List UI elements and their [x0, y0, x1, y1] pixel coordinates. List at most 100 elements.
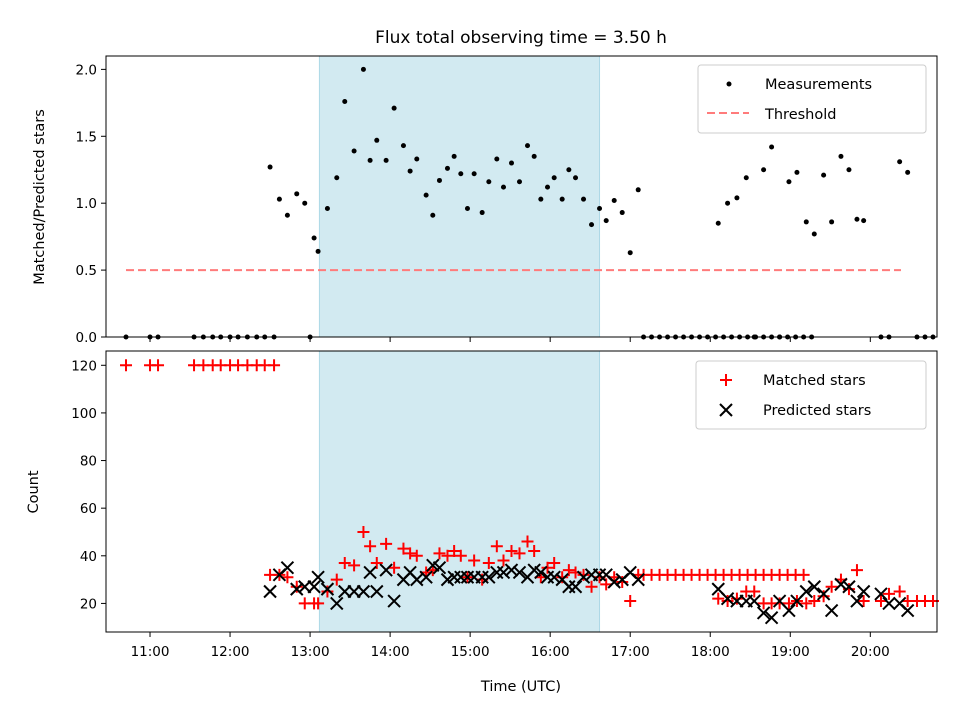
predicted-star-marker	[834, 577, 848, 592]
matched-star-marker	[370, 556, 383, 569]
predicted-star-marker	[311, 570, 325, 584]
legend-measurements-label: Measurements	[765, 77, 872, 93]
predicted-star-marker	[631, 572, 645, 587]
predicted-star-marker	[280, 560, 295, 575]
matched-star-marker	[585, 580, 598, 593]
top-y-tick-label: 0.5	[76, 263, 97, 279]
x-tick-label: 17:00	[611, 644, 650, 660]
predicted-star-marker	[856, 584, 871, 599]
predicted-star-marker	[504, 563, 519, 577]
legend-measurements-marker	[726, 81, 732, 87]
bottom-legend-box	[695, 360, 927, 430]
bottom-y-ticks: 20 40 60 80 100 120	[71, 358, 106, 612]
bottom-y-tick-label: 60	[80, 501, 97, 517]
measurement-point	[383, 157, 389, 163]
matched-star-marker	[748, 585, 761, 598]
predicted-star-marker	[850, 594, 864, 608]
matched-star-marker	[730, 592, 743, 605]
predicted-star-marker	[807, 580, 821, 594]
matched-star-marker	[364, 540, 377, 553]
matched-star-marker	[290, 580, 303, 593]
matched-star-marker	[562, 564, 575, 577]
predicted-star-marker	[747, 594, 761, 608]
predicted-star-marker	[370, 584, 384, 599]
matched-stars-layer	[120, 359, 939, 610]
matched-star-marker	[882, 587, 895, 600]
matched-star-marker	[577, 568, 590, 581]
bottom-y-tick-label: 40	[80, 549, 97, 565]
predicted-star-marker	[816, 587, 831, 601]
predicted-star-marker	[882, 596, 896, 611]
measurement-point	[471, 171, 477, 177]
legend-matched-marker	[720, 374, 732, 386]
matched-star-marker	[312, 597, 325, 610]
observing-window-shade	[318, 55, 601, 338]
predicted-star-marker	[363, 565, 377, 580]
matched-star-marker	[268, 359, 281, 372]
matched-star-marker	[441, 549, 454, 562]
matched-star-marker	[330, 573, 343, 586]
matched-star-marker	[797, 568, 810, 581]
matched-star-marker	[782, 597, 795, 610]
top-legend: Measurements Threshold	[697, 64, 927, 134]
x-axis-label: Time (UTC)	[480, 679, 561, 695]
predicted-star-marker	[764, 611, 779, 625]
top-legend-box	[697, 64, 927, 134]
measurement-point	[391, 105, 397, 111]
predicted-star-marker	[874, 587, 888, 601]
predicted-star-marker	[799, 584, 813, 599]
matched-star-marker	[338, 556, 351, 569]
top-y-tick-label: 0.0	[76, 330, 97, 346]
matched-star-marker	[541, 561, 554, 574]
measurement-point	[905, 169, 911, 175]
legend-predicted-marker	[719, 403, 733, 417]
matched-star-marker	[357, 525, 370, 538]
matched-star-marker	[556, 571, 569, 584]
measurement-point	[360, 66, 366, 72]
predicted-star-marker	[496, 565, 511, 580]
predicted-star-marker	[387, 594, 401, 608]
measurement-point	[302, 200, 308, 206]
measurement-point	[838, 153, 844, 159]
measurement-point	[500, 184, 506, 190]
x-tick-label: 15:00	[451, 644, 490, 660]
measurement-point	[267, 164, 273, 170]
measurement-point	[611, 198, 617, 204]
measurement-point	[597, 206, 603, 212]
top-y-tick-label: 1.5	[76, 129, 97, 145]
bottom-legend: Matched stars Predicted stars	[695, 360, 927, 430]
measurement-point	[486, 179, 492, 185]
matched-star-marker	[857, 595, 870, 608]
matched-star-marker	[817, 590, 830, 603]
measurement-point	[451, 153, 457, 159]
matched-star-marker	[513, 547, 526, 560]
predicted-star-marker	[824, 603, 839, 618]
measurement-point	[846, 167, 852, 173]
predicted-star-marker	[432, 560, 447, 575]
x-tick-label: 12:00	[211, 644, 250, 660]
matched-star-marker	[410, 549, 423, 562]
top-y-tick-label: 2.0	[76, 62, 97, 78]
top-y-tick-label: 1.0	[76, 196, 97, 212]
matched-star-marker	[120, 359, 133, 372]
bottom-panel: 20 40 60 80 100 120 11:00 12:00 13:00 14:00 15:00…	[26, 350, 939, 695]
top-shade-layer	[318, 55, 601, 338]
measurement-point	[436, 177, 442, 183]
measurement-point	[769, 144, 775, 150]
measurement-point	[715, 220, 721, 226]
bottom-y-axis-label: Count	[26, 470, 42, 513]
matched-star-marker	[152, 359, 165, 372]
matched-star-marker	[800, 597, 813, 610]
predicted-star-marker	[782, 603, 796, 618]
measurement-point	[284, 212, 290, 218]
matched-star-marker	[490, 540, 503, 553]
matched-star-marker	[468, 554, 481, 567]
predicted-stars-layer	[263, 558, 915, 625]
measurement-point	[458, 171, 464, 177]
measurement-point	[821, 172, 827, 178]
matched-star-marker	[712, 592, 725, 605]
measurement-point	[803, 219, 809, 225]
top-x-ticks	[149, 337, 871, 342]
matched-star-marker	[893, 585, 906, 598]
measurement-point	[897, 159, 903, 165]
